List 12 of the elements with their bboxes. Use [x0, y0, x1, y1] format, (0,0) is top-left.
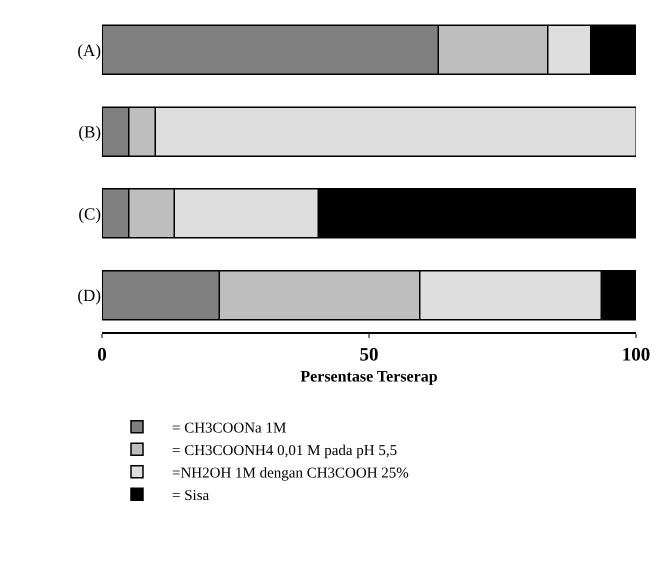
- legend-label: =NH2OH 1M dengan CH3COOH 25%: [172, 466, 409, 482]
- legend-label: = CH3COONH4 0,01 M pada pH 5,5: [172, 443, 398, 460]
- y-tick-label: (B): [78, 122, 101, 142]
- legend-label: = Sisa: [172, 488, 210, 504]
- x-tick-label: 50: [360, 344, 378, 366]
- x-tick-label: 100: [622, 344, 650, 366]
- x-tick-label: 0: [97, 344, 107, 366]
- y-tick-label: (A): [77, 40, 101, 60]
- legend-label: = CH3COONa 1M: [172, 420, 286, 437]
- x-axis-title: Persentase Terserap: [300, 368, 438, 386]
- y-tick-label: (D): [77, 286, 101, 306]
- y-tick-label: (C): [78, 204, 101, 224]
